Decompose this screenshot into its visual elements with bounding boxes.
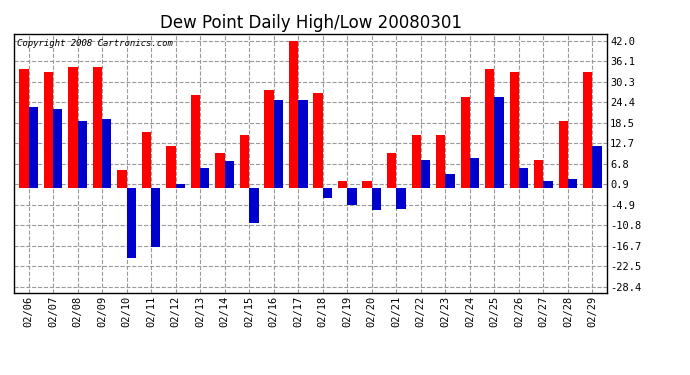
Bar [313,93,323,188]
Bar [102,119,111,188]
Bar [362,181,372,188]
Bar [126,188,136,258]
Text: Copyright 2008 Cartronics.com: Copyright 2008 Cartronics.com [17,39,172,48]
Bar [347,188,357,205]
Bar [225,161,234,188]
Bar [166,146,176,188]
Bar [68,67,77,188]
Bar [19,69,28,188]
Bar [519,168,529,188]
Bar [421,160,430,188]
Bar [396,188,406,209]
Bar [436,135,445,188]
Bar [200,168,210,188]
Bar [470,158,479,188]
Bar [411,135,421,188]
Bar [323,188,332,198]
Bar [176,184,185,188]
Bar [510,72,519,188]
Bar [534,160,544,188]
Bar [151,188,161,247]
Bar [338,181,347,188]
Bar [274,100,283,188]
Bar [445,174,455,188]
Bar [485,69,495,188]
Bar [460,97,470,188]
Bar [43,72,53,188]
Bar [387,153,396,188]
Bar [215,153,225,188]
Bar [372,188,381,210]
Bar [249,188,259,223]
Bar [495,97,504,188]
Bar [28,107,38,188]
Bar [289,41,298,188]
Bar [92,67,102,188]
Bar [264,90,274,188]
Bar [544,181,553,188]
Bar [191,95,200,188]
Bar [142,132,151,188]
Title: Dew Point Daily High/Low 20080301: Dew Point Daily High/Low 20080301 [159,14,462,32]
Bar [583,72,593,188]
Bar [298,100,308,188]
Bar [593,146,602,188]
Bar [117,170,126,188]
Bar [559,121,568,188]
Bar [568,179,578,188]
Bar [77,121,87,188]
Bar [53,109,62,188]
Bar [240,135,249,188]
